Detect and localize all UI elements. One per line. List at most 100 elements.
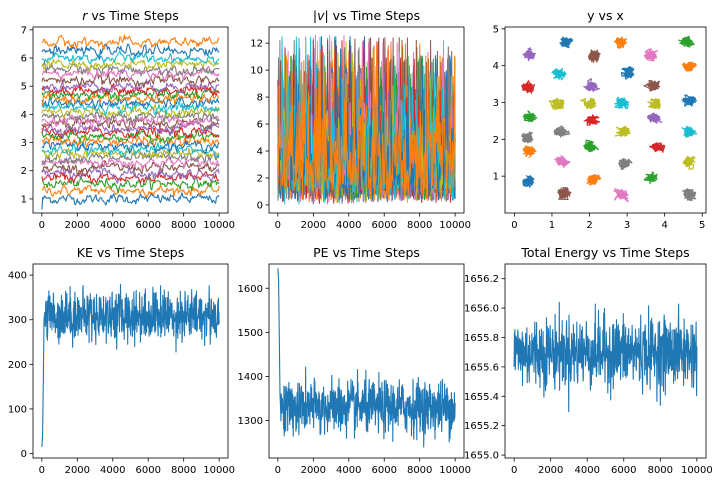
y-tick-label: 1 xyxy=(21,194,27,205)
r-series-line xyxy=(41,82,220,97)
chart-title: PE vs Time Steps xyxy=(313,245,420,260)
y-tick-label: 0 xyxy=(257,200,263,211)
y-tick-label: 2 xyxy=(493,135,499,146)
r-series-line xyxy=(41,34,220,51)
y-tick-label: 1655.6 xyxy=(464,362,499,373)
y-tick-label: 1500 xyxy=(238,328,263,339)
y-tick-label: 1655.8 xyxy=(464,333,499,344)
x-tick-label: 2000 xyxy=(65,465,90,476)
x-tick-label: 6000 xyxy=(136,465,161,476)
particle-trajectory xyxy=(553,125,571,138)
y-tick-label: 6 xyxy=(257,120,263,131)
particle-trajectory xyxy=(551,67,567,81)
x-tick-label: 10000 xyxy=(439,220,471,231)
subplot-2: 0 2000 4000 6000 8000 10000 0 2 4 6 8 10 12 |v| vs Ti… xyxy=(250,8,471,231)
r-series-line xyxy=(41,134,220,148)
x-tick-label: 0 xyxy=(39,465,45,476)
particle-trajectory xyxy=(583,78,601,92)
r-series-line xyxy=(41,96,220,109)
x-tick-label: 3 xyxy=(624,220,630,231)
x-tick-label: 8000 xyxy=(648,465,673,476)
r-series-line xyxy=(41,110,220,124)
particle-trajectory xyxy=(579,97,597,110)
chart-title: KE vs Time Steps xyxy=(77,245,185,260)
r-series-line xyxy=(41,90,220,106)
particle-trajectory xyxy=(643,171,658,185)
x-tick-label: 2 xyxy=(586,220,592,231)
r-series-line xyxy=(41,43,220,61)
chart-title: Total Energy vs Time Steps xyxy=(520,245,689,260)
x-tick-label: 10000 xyxy=(203,220,235,231)
particle-trajectory xyxy=(678,35,695,48)
y-tick-label: 8 xyxy=(257,93,263,104)
y-tick-label: 1300 xyxy=(238,416,263,427)
particle-trajectory xyxy=(613,96,630,110)
x-tick-label: 4000 xyxy=(100,220,125,231)
particle-trajectory xyxy=(520,80,536,94)
x-tick-label: 4000 xyxy=(575,465,600,476)
axes-frame xyxy=(504,26,707,214)
y-tick-label: 1655.0 xyxy=(464,451,499,462)
particle-trajectory xyxy=(582,139,600,153)
particle-trajectory xyxy=(587,49,601,64)
r-series-line xyxy=(41,192,220,210)
energy-series-line xyxy=(41,283,220,447)
x-tick-label: 2000 xyxy=(301,465,326,476)
r-series-line xyxy=(41,160,220,177)
r-series-line xyxy=(41,78,220,94)
chart-title: r vs Time Steps xyxy=(82,8,179,23)
particle-trajectory xyxy=(681,94,697,107)
particle-trajectory xyxy=(646,112,663,124)
y-tick-label: 7 xyxy=(21,25,27,36)
x-tick-label: 10000 xyxy=(203,465,235,476)
subplot-6: 0 2000 4000 6000 8000 10000 1655.0 1655.2 1655.4… xyxy=(464,245,713,476)
y-tick-label: 6 xyxy=(21,54,27,65)
particle-trajectory xyxy=(554,155,571,169)
particle-trajectory xyxy=(522,175,535,188)
chart-title: |v| vs Time Steps xyxy=(313,8,420,23)
x-tick-label: 8000 xyxy=(407,465,432,476)
r-series-line xyxy=(41,104,220,119)
x-tick-label: 8000 xyxy=(171,465,196,476)
y-tick-label: 4 xyxy=(493,61,499,72)
x-tick-label: 6000 xyxy=(372,465,397,476)
particle-trajectory xyxy=(617,158,633,171)
x-tick-label: 0 xyxy=(275,465,281,476)
particle-trajectory xyxy=(681,188,697,202)
x-tick-label: 1 xyxy=(549,220,555,231)
y-tick-label: 4 xyxy=(21,110,27,121)
subplot-3: 0 1 2 3 4 5 1 2 3 4 5 y vs x xyxy=(493,8,707,231)
x-tick-label: 0 xyxy=(275,220,281,231)
y-tick-label: 1656.0 xyxy=(464,304,499,315)
r-series-line xyxy=(41,175,220,194)
particle-trajectory xyxy=(620,66,635,80)
r-series-line xyxy=(41,139,220,155)
plot-area xyxy=(41,283,220,447)
y-tick-label: 1655.4 xyxy=(464,392,499,403)
x-tick-label: 8000 xyxy=(407,220,432,231)
x-tick-label: 0 xyxy=(511,465,517,476)
y-tick-label: 3 xyxy=(493,98,499,109)
x-tick-label: 6000 xyxy=(611,465,636,476)
particle-trajectory xyxy=(586,174,602,186)
axes-frame xyxy=(32,263,229,459)
y-tick-label: 300 xyxy=(8,315,27,326)
x-tick-label: 6000 xyxy=(136,220,161,231)
r-series-line xyxy=(41,58,220,73)
plot-area xyxy=(520,35,698,203)
x-tick-label: 2000 xyxy=(301,220,326,231)
r-series-line xyxy=(41,100,220,116)
y-tick-label: 3 xyxy=(21,138,27,149)
r-series-line xyxy=(41,142,220,158)
x-tick-label: 8000 xyxy=(171,220,196,231)
x-tick-label: 4 xyxy=(661,220,667,231)
x-tick-label: 4000 xyxy=(336,465,361,476)
energy-series-line xyxy=(513,301,698,413)
particle-trajectory xyxy=(557,187,572,200)
y-tick-label: 100 xyxy=(8,404,27,415)
particle-trajectory xyxy=(647,98,661,110)
r-series-line xyxy=(41,125,220,139)
axes-frame xyxy=(268,263,465,459)
particle-trajectory xyxy=(521,131,534,144)
plot-area xyxy=(41,34,220,210)
